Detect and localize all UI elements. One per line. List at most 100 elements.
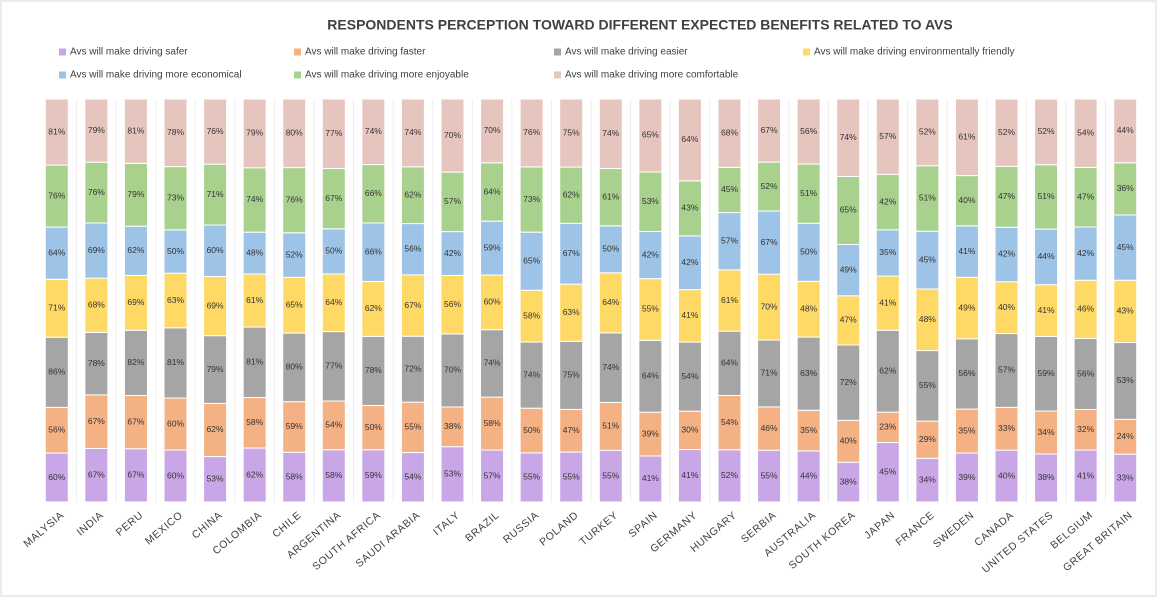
value-label: 59% — [286, 421, 303, 431]
bar-segment — [954, 98, 979, 177]
value-label: 74% — [602, 128, 619, 138]
value-label: 23% — [879, 422, 896, 432]
value-label: 33% — [1117, 472, 1134, 482]
value-label: 39% — [958, 472, 975, 482]
bar-segment — [440, 98, 465, 173]
value-label: 67% — [88, 416, 105, 426]
value-label: 64% — [721, 358, 738, 368]
value-label: 73% — [523, 194, 540, 204]
value-label: 55% — [404, 422, 421, 432]
value-label: 67% — [127, 470, 144, 480]
value-label: 76% — [48, 190, 65, 200]
value-label: 54% — [404, 472, 421, 482]
chart-title: RESPONDENTS PERCEPTION TOWARD DIFFERENT … — [327, 17, 952, 33]
value-label: 42% — [1077, 248, 1094, 258]
bar-segment — [44, 98, 69, 166]
value-label: 51% — [919, 193, 936, 203]
legend-label: Avs will make driving environmentally fr… — [814, 47, 1014, 58]
value-label: 78% — [365, 365, 382, 375]
bar-segment — [242, 98, 267, 169]
legend-label: Avs will make driving more economical — [70, 70, 242, 81]
value-label: 77% — [325, 128, 342, 138]
value-label: 68% — [88, 300, 105, 310]
value-label: 49% — [958, 302, 975, 312]
value-label: 46% — [1077, 304, 1094, 314]
value-label: 55% — [563, 471, 580, 481]
value-label: 32% — [1077, 424, 1094, 434]
value-label: 80% — [286, 128, 303, 138]
value-label: 62% — [207, 424, 224, 434]
value-label: 50% — [167, 246, 184, 256]
value-label: 80% — [286, 362, 303, 372]
value-label: 41% — [642, 473, 659, 483]
bar-segment — [321, 98, 346, 169]
value-label: 55% — [642, 304, 659, 314]
value-label: 76% — [207, 126, 224, 136]
legend-label: Avs will make driving faster — [305, 47, 426, 58]
value-label: 62% — [246, 469, 263, 479]
bar-segment — [519, 98, 544, 168]
value-label: 65% — [523, 255, 540, 265]
value-label: 75% — [563, 127, 580, 137]
value-label: 67% — [88, 469, 105, 479]
value-label: 54% — [1077, 127, 1094, 137]
value-label: 82% — [127, 357, 144, 367]
value-label: 47% — [840, 315, 857, 325]
legend-label: Avs will make driving safer — [70, 47, 188, 58]
value-label: 44% — [1117, 125, 1134, 135]
value-label: 34% — [919, 474, 936, 484]
legend-swatch — [803, 48, 810, 56]
value-label: 38% — [840, 476, 857, 486]
legend-swatch — [294, 48, 301, 56]
bar-segment — [123, 98, 148, 164]
value-label: 72% — [840, 377, 857, 387]
value-label: 42% — [681, 257, 698, 267]
value-label: 58% — [286, 471, 303, 481]
value-label: 60% — [484, 297, 501, 307]
value-label: 50% — [523, 425, 540, 435]
value-label: 73% — [167, 192, 184, 202]
value-label: 50% — [325, 246, 342, 256]
value-label: 40% — [958, 195, 975, 205]
value-label: 48% — [800, 303, 817, 313]
value-label: 42% — [879, 196, 896, 206]
value-label: 67% — [325, 193, 342, 203]
value-label: 76% — [88, 187, 105, 197]
bar-segment — [400, 98, 425, 168]
value-label: 44% — [800, 471, 817, 481]
value-label: 77% — [325, 361, 342, 371]
value-label: 38% — [444, 421, 461, 431]
value-label: 55% — [919, 380, 936, 390]
value-label: 63% — [563, 307, 580, 317]
value-label: 44% — [1038, 251, 1055, 261]
value-label: 35% — [958, 425, 975, 435]
value-label: 74% — [404, 127, 421, 137]
value-label: 41% — [681, 470, 698, 480]
bar-segment — [1073, 98, 1098, 168]
value-label: 41% — [681, 310, 698, 320]
value-label: 69% — [127, 297, 144, 307]
value-label: 50% — [365, 422, 382, 432]
bar-segment — [875, 98, 900, 175]
legend-swatch — [554, 48, 561, 56]
value-label: 67% — [563, 248, 580, 258]
value-label: 69% — [88, 245, 105, 255]
value-label: 54% — [681, 371, 698, 381]
value-label: 71% — [761, 368, 778, 378]
value-label: 61% — [958, 132, 975, 142]
value-label: 76% — [286, 194, 303, 204]
value-label: 67% — [761, 125, 778, 135]
bar-segment — [638, 98, 663, 173]
value-label: 70% — [444, 130, 461, 140]
value-label: 79% — [207, 364, 224, 374]
value-label: 30% — [681, 425, 698, 435]
value-label: 47% — [998, 191, 1015, 201]
value-label: 62% — [127, 245, 144, 255]
value-label: 56% — [444, 299, 461, 309]
value-label: 41% — [1077, 470, 1094, 480]
bar-segment — [757, 98, 782, 163]
value-label: 58% — [523, 310, 540, 320]
value-label: 40% — [998, 470, 1015, 480]
bar-segment — [282, 98, 307, 169]
value-label: 66% — [365, 246, 382, 256]
